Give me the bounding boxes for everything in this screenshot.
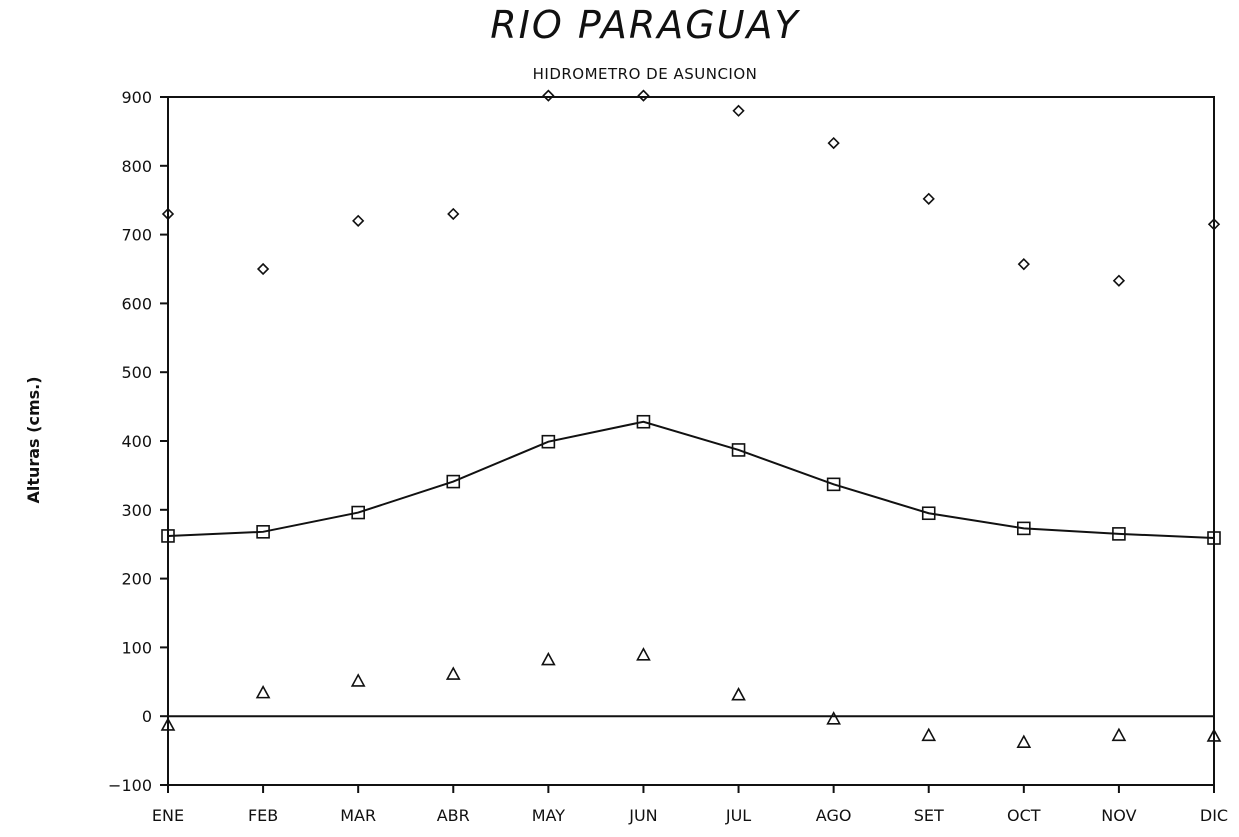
x-tick-label: NOV (1101, 806, 1136, 825)
series-1-point (636, 414, 651, 429)
y-tick-label: 300 (121, 501, 152, 520)
y-tick-label: −100 (108, 776, 152, 795)
x-tick-label: MAR (340, 806, 376, 825)
chart-title: RIO PARAGUAY (490, 3, 800, 47)
series-1-point (351, 505, 365, 520)
series-2 (160, 647, 1222, 748)
series-0 (161, 89, 1221, 287)
series-1-point (826, 477, 841, 492)
y-tick-label: 600 (121, 294, 152, 313)
x-tick-label: MAY (532, 806, 566, 825)
series-1-point (731, 443, 746, 457)
x-tick-label: SET (914, 806, 944, 825)
x-tick-label: DIC (1200, 806, 1228, 825)
series-2-point (636, 647, 651, 661)
series-0-point (827, 136, 840, 150)
series-0-point (922, 192, 935, 205)
x-tick-label: JUN (628, 806, 657, 825)
y-tick-label: 800 (121, 157, 152, 176)
series-2-point (731, 687, 746, 701)
y-axis-label: Alturas (cms.) (24, 376, 43, 503)
series-2-point (255, 684, 271, 699)
x-tick-label: FEB (248, 806, 278, 825)
y-tick-label: 700 (121, 226, 152, 245)
x-tick-label: ENE (152, 806, 184, 825)
x-tick-label: JUL (725, 806, 751, 825)
series-0-point (542, 89, 555, 102)
x-axis-ticks: ENE FEB MAR ABR MAY JUN JUL AGO SET OCT NOV DIC (152, 785, 1228, 825)
x-tick-label: ABR (437, 806, 470, 825)
y-axis-ticks: −100 0 100 200 300 400 500 600 700 800 900 (108, 88, 168, 795)
series-2-point (826, 711, 841, 725)
series-1-point (921, 506, 936, 521)
y-tick-label: 400 (121, 432, 152, 451)
series-2-point (350, 673, 366, 687)
series-2-point (1016, 734, 1032, 748)
series-1-point (1112, 527, 1126, 541)
series-1-line (167, 420, 1215, 540)
series-1-point (1017, 521, 1031, 536)
series-0-point (352, 214, 365, 227)
series-layer (160, 89, 1222, 748)
series-1-point (161, 529, 175, 543)
x-tick-label: AGO (816, 806, 852, 825)
y-tick-label: 0 (142, 707, 152, 726)
series-2-point (1206, 728, 1222, 742)
series-0-point (161, 207, 175, 221)
series-0-point (1207, 218, 1221, 231)
series-2-point (1111, 727, 1127, 742)
series-2-point (160, 717, 176, 731)
series-0-point (256, 262, 270, 276)
axes (167, 96, 1215, 786)
series-1-point (541, 434, 556, 449)
series-0-point (732, 104, 745, 117)
series-0-point (1017, 258, 1030, 271)
series-0-point (1112, 274, 1126, 287)
x-tick-label: OCT (1007, 806, 1041, 825)
y-tick-label: 500 (121, 363, 152, 382)
series-2-point (921, 727, 937, 742)
series-1-point (1207, 531, 1221, 545)
chart-subtitle: HIDROMETRO DE ASUNCION (533, 65, 758, 83)
plot-frame (167, 96, 1215, 786)
series-1 (161, 414, 1221, 545)
y-tick-label: 900 (121, 88, 152, 107)
series-1-point (256, 525, 270, 539)
series-2-point (445, 666, 461, 680)
series-0-point (447, 207, 460, 221)
series-1-point (446, 474, 461, 489)
series-2-point (541, 651, 556, 666)
series-0-point (637, 89, 650, 102)
y-tick-label: 200 (121, 570, 152, 589)
y-tick-label: 100 (121, 638, 152, 657)
